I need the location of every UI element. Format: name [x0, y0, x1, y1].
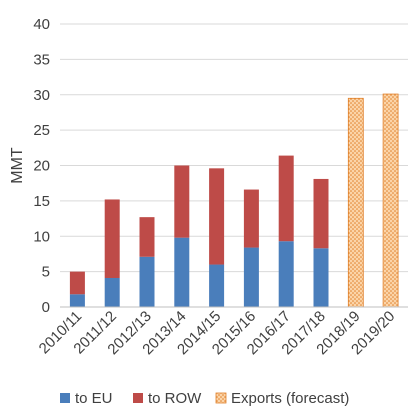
y-axis-title: MMT — [9, 147, 26, 184]
bar-to-row-2012-13 — [139, 217, 155, 257]
x-tick-labels: 2010/112011/122012/132013/142014/152015/… — [36, 308, 399, 358]
bar-to-row-2010-11 — [69, 271, 85, 295]
bar-to-row-2017-18 — [313, 178, 329, 249]
bar-to-eu-2012-13 — [139, 256, 155, 307]
bar-to-eu-2011-12 — [104, 277, 120, 307]
bar-to-row-2013-14 — [174, 165, 190, 238]
bars — [69, 93, 399, 308]
y-tick-label: 5 — [42, 264, 50, 281]
legend: to EU to ROW Exports (forecast) — [60, 390, 349, 407]
bar-to-eu-2015-16 — [243, 247, 259, 307]
legend-label: to ROW — [148, 390, 202, 407]
bar-to-eu-2014-15 — [209, 264, 225, 307]
legend-label: Exports (forecast) — [231, 390, 349, 407]
y-tick-label: 0 — [42, 299, 50, 316]
legend-swatch — [215, 392, 227, 404]
bar-to-row-2011-12 — [104, 199, 120, 278]
y-tick-label: 15 — [33, 193, 50, 210]
bar-to-row-2016-17 — [278, 155, 294, 242]
bar-to-eu-2017-18 — [313, 248, 329, 307]
y-tick-label: 10 — [33, 228, 50, 245]
y-tick-label: 35 — [33, 51, 50, 68]
legend-swatch — [60, 393, 70, 403]
y-tick-label: 25 — [33, 122, 50, 139]
bar-to-eu-2016-17 — [278, 241, 294, 307]
bar-to-eu-2010-11 — [69, 294, 85, 307]
y-tick-label: 20 — [33, 158, 50, 175]
bar-exports-forecast-2018-19 — [347, 97, 364, 308]
legend-swatch — [133, 393, 143, 403]
bar-exports-forecast-2019-20 — [382, 93, 399, 308]
y-tick-label: 30 — [33, 87, 50, 104]
bar-to-row-2015-16 — [243, 189, 259, 248]
bar-to-eu-2013-14 — [174, 237, 190, 307]
legend-label: to EU — [75, 390, 113, 407]
y-tick-labels: 0 5 10 15 20 25 30 35 40 — [33, 16, 50, 316]
y-tick-label: 40 — [33, 16, 50, 33]
bar-to-row-2014-15 — [209, 168, 225, 265]
